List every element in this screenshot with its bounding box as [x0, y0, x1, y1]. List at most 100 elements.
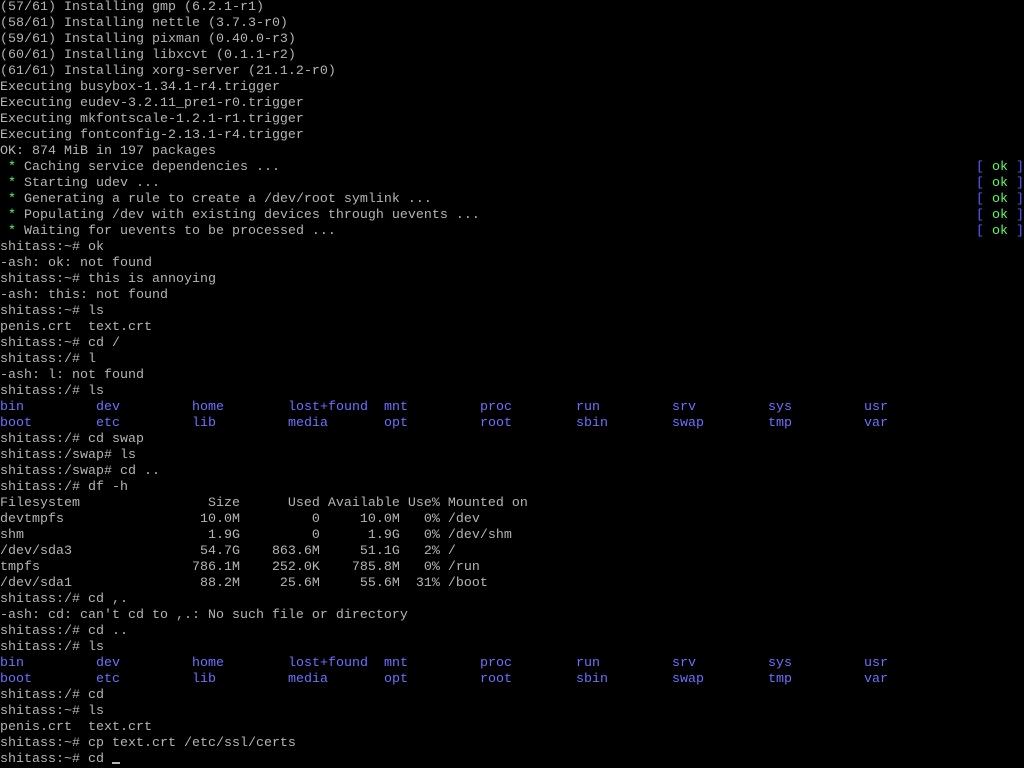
service-status-ok: [ ok ] [976, 160, 1024, 176]
line-text: penis.crt text.crt [0, 720, 152, 735]
line-text: shitass:/# cd .. [0, 624, 128, 639]
terminal-line: shitass:/# ls [0, 384, 1024, 400]
service-status-ok: [ ok ] [976, 176, 1024, 192]
service-bullet-icon: * [8, 176, 16, 191]
directory-entry: run [576, 400, 600, 415]
line-text: -ash: cd: can't cd to ,.: No such file o… [0, 608, 408, 623]
line-text: Filesystem Size Used Available Use% Moun… [0, 496, 528, 511]
status-ok-label: ok [984, 224, 1016, 239]
directory-entry: sys [768, 656, 792, 671]
terminal-line: -ash: ok: not found [0, 256, 1024, 272]
line-text: shitass:~# ok [0, 240, 104, 255]
service-message: Generating a rule to create a /dev/root … [24, 192, 432, 207]
status-bracket-open: [ [976, 160, 984, 175]
terminal-line: shitass:/# cd swap [0, 432, 1024, 448]
status-ok-label: ok [984, 192, 1016, 207]
terminal-line: * Populating /dev with existing devices … [0, 208, 1024, 224]
directory-entry: swap [672, 416, 704, 431]
service-bullet-icon: * [8, 160, 16, 175]
service-status-ok: [ ok ] [976, 192, 1024, 208]
service-message: Populating /dev with existing devices th… [24, 208, 480, 223]
terminal-line: Filesystem Size Used Available Use% Moun… [0, 496, 1024, 512]
terminal-line: Executing eudev-3.2.11_pre1-r0.trigger [0, 96, 1024, 112]
terminal-line: OK: 874 MiB in 197 packages [0, 144, 1024, 160]
status-bracket-close: ] [1016, 192, 1024, 207]
terminal-line: -ash: l: not found [0, 368, 1024, 384]
directory-entry: root [480, 672, 512, 687]
terminal-line: shitass:~# cd / [0, 336, 1024, 352]
terminal-line: boot etc lib media opt root sbin swap tmp var [0, 672, 1024, 688]
directory-entry: media [288, 672, 328, 687]
directory-entry: srv [672, 400, 696, 415]
directory-entry: sbin [576, 416, 608, 431]
terminal-line: shitass:~# ls [0, 304, 1024, 320]
terminal-line: * Generating a rule to create a /dev/roo… [0, 192, 1024, 208]
directory-entry: srv [672, 656, 696, 671]
directory-entry: sbin [576, 672, 608, 687]
terminal-line: -ash: this: not found [0, 288, 1024, 304]
terminal-line: shitass:~# cp text.crt /etc/ssl/certs [0, 736, 1024, 752]
directory-entry: etc [96, 672, 120, 687]
status-bracket-open: [ [976, 192, 984, 207]
service-bullet-icon: * [8, 208, 16, 223]
line-text: (59/61) Installing pixman (0.40.0-r3) [0, 32, 296, 47]
terminal-line: shitass:/# df -h [0, 480, 1024, 496]
status-bracket-open: [ [976, 208, 984, 223]
directory-entry: swap [672, 672, 704, 687]
line-text: tmpfs 786.1M 252.0K 785.8M 0% /run [0, 560, 480, 575]
line-text: shitass:/# cd ,. [0, 592, 128, 607]
line-text: Executing mkfontscale-1.2.1-r1.trigger [0, 112, 304, 127]
line-text: /dev/sda1 88.2M 25.6M 55.6M 31% /boot [0, 576, 488, 591]
terminal-line: shitass:~# ok [0, 240, 1024, 256]
directory-entry: lib [192, 672, 216, 687]
directory-entry: bin [0, 656, 24, 671]
terminal-line: Executing busybox-1.34.1-r4.trigger [0, 80, 1024, 96]
line-text: shitass:/# cd swap [0, 432, 144, 447]
status-bracket-close: ] [1016, 160, 1024, 175]
line-text: (58/61) Installing nettle (3.7.3-r0) [0, 16, 288, 31]
directory-entry: lost+found [288, 400, 368, 415]
directory-entry: mnt [384, 656, 408, 671]
status-ok-label: ok [984, 176, 1016, 191]
terminal-line: boot etc lib media opt root sbin swap tmp var [0, 416, 1024, 432]
terminal-line: shitass:/swap# cd .. [0, 464, 1024, 480]
service-bullet-icon: * [8, 224, 16, 239]
line-text: devtmpfs 10.0M 0 10.0M 0% /dev [0, 512, 480, 527]
directory-entry: proc [480, 400, 512, 415]
directory-entry: opt [384, 416, 408, 431]
directory-entry: opt [384, 672, 408, 687]
line-text: -ash: ok: not found [0, 256, 152, 271]
directory-entry: bin [0, 400, 24, 415]
terminal-line: tmpfs 786.1M 252.0K 785.8M 0% /run [0, 560, 1024, 576]
line-text: shitass:/# ls [0, 384, 104, 399]
terminal-line: * Waiting for uevents to be processed ..… [0, 224, 1024, 240]
directory-entry: boot [0, 416, 32, 431]
line-text: (61/61) Installing xorg-server (21.1.2-r… [0, 64, 336, 79]
directory-entry: dev [96, 656, 120, 671]
status-bracket-open: [ [976, 176, 984, 191]
line-text: shitass:~# this is annoying [0, 272, 216, 287]
line-text: shitass:~# ls [0, 704, 104, 719]
line-text: Executing fontconfig-2.13.1-r4.trigger [0, 128, 304, 143]
line-text: shitass:/# cd [0, 688, 104, 703]
directory-entry: home [192, 400, 224, 415]
line-text: -ash: this: not found [0, 288, 168, 303]
directory-entry: etc [96, 416, 120, 431]
terminal-line: penis.crt text.crt [0, 320, 1024, 336]
line-text: shitass:~# ls [0, 304, 104, 319]
line-text: shitass:~# cp text.crt /etc/ssl/certs [0, 736, 296, 751]
line-text: (57/61) Installing gmp (6.2.1-r1) [0, 0, 264, 15]
line-text: shitass:/# l [0, 352, 96, 367]
status-ok-label: ok [984, 208, 1016, 223]
directory-entry: root [480, 416, 512, 431]
line-text: shitass:/swap# ls [0, 448, 136, 463]
service-message: Starting udev ... [24, 176, 160, 191]
terminal-line: shitass:/swap# ls [0, 448, 1024, 464]
line-text: shitass:/# df -h [0, 480, 128, 495]
directory-entry: home [192, 656, 224, 671]
terminal-line: shitass:~# ls [0, 704, 1024, 720]
service-status-ok: [ ok ] [976, 208, 1024, 224]
terminal-line: /dev/sda3 54.7G 863.6M 51.1G 2% / [0, 544, 1024, 560]
terminal-line: shitass:/# ls [0, 640, 1024, 656]
